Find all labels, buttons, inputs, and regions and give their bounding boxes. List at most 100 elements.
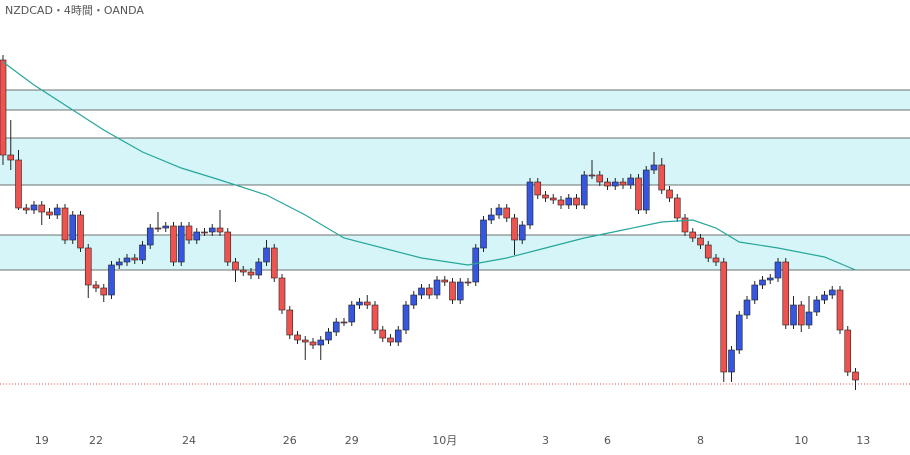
candle-body [441,279,449,283]
candle-body [92,284,100,289]
zones [0,89,910,271]
candle-body [542,194,549,199]
x-tick-label: 29 [345,434,359,447]
candle-body [642,169,650,211]
x-tick-label: 10 [794,434,808,447]
candle-body [774,261,782,279]
candle-body [650,164,658,171]
candle-body [69,214,77,241]
candle-body [573,197,580,206]
candle-body [751,284,759,301]
x-tick-label: 3 [542,434,549,447]
candle-body [53,207,61,216]
candle-body [61,207,69,241]
candle-body [526,181,534,226]
candle-body [418,287,425,296]
candle-body [836,289,844,331]
candle-body [728,349,735,373]
candle-body [534,181,542,196]
candle-body [565,197,573,206]
candle-body [255,261,263,276]
candle-body [340,321,348,324]
candle-body [0,59,7,156]
candle-body [697,237,704,246]
candle-body [309,341,317,346]
candle-body [15,159,22,209]
candle-body [627,177,635,186]
candle-body [766,277,774,281]
candle-body [325,331,332,341]
candle-body [666,189,673,199]
candle-body [604,181,611,187]
candle-body [495,207,503,216]
candle-body [77,214,84,249]
candle-body [580,174,588,206]
candle-body [410,294,418,306]
candle-body [348,304,356,323]
candle-body [263,247,270,263]
candle-body [84,247,92,286]
candle-body [278,277,286,311]
candle-body [611,181,619,187]
candle-body [185,225,193,241]
candle-body [456,281,464,301]
candle-body [464,281,472,284]
candle-body [371,304,379,331]
candle-body [30,204,38,211]
candle-body [387,337,394,343]
candle-body [216,227,224,233]
candle-body [332,321,340,333]
candle-body [596,174,604,183]
candle-body [286,309,294,336]
candle-body [813,299,821,313]
candle-body [743,299,751,316]
candle-body [480,219,487,249]
candle-body [7,154,15,161]
candle-body [363,301,371,306]
candle-body [170,225,177,263]
candle-body [201,231,208,234]
candle-body [805,311,813,326]
candle-body [425,287,433,296]
candle-body [379,329,387,339]
candle-body [759,279,766,286]
candle-body [518,224,526,241]
candle-body [782,261,790,326]
candle-body [131,257,139,261]
candle-body [472,247,480,283]
candle-body [123,257,131,263]
candle-body [588,174,596,177]
x-tick-label: 24 [182,434,196,447]
candle-body [735,314,743,351]
candle-body [557,199,565,206]
candle-body [301,339,309,343]
candle-body [681,217,689,233]
candle-body [844,329,852,373]
candle-body [658,164,666,191]
candle-body [22,207,30,211]
candle-body [100,287,108,296]
candle-body [673,197,681,219]
candle-body [294,334,301,341]
candle-body [549,197,557,201]
candle-body [317,339,325,346]
candle-body [689,231,697,239]
candle-body [247,271,255,276]
candle-body [146,227,154,246]
candle-body [790,304,797,326]
candle-body [224,231,232,263]
candle-body [394,329,402,343]
candle-body [356,301,363,306]
x-tick-label: 19 [35,434,49,447]
candle-body [635,177,642,211]
candle-body [797,304,805,326]
x-tick-label: 10月 [432,434,457,447]
zone [0,90,910,110]
candle-body [828,289,836,296]
candle-body [704,244,712,259]
candle-body [38,204,46,213]
candle-body [232,261,239,271]
candle-body [162,225,170,229]
zone [0,235,910,270]
